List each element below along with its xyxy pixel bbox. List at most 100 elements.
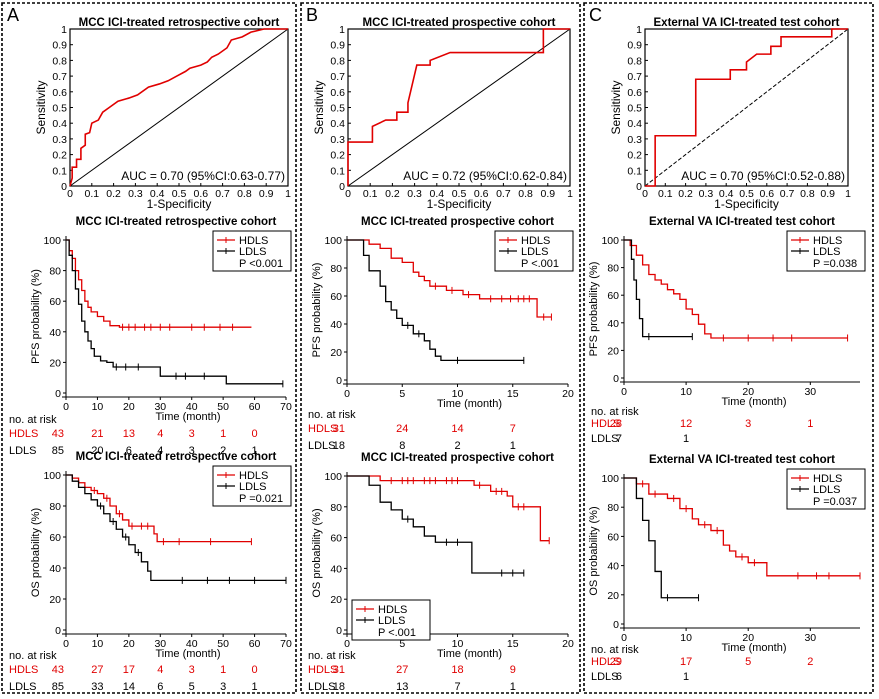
y-tick-label: 0.9 (52, 40, 67, 52)
y-tick-label: 20 (49, 357, 61, 369)
survival-curve-ldls (66, 239, 283, 385)
risk-count: 85 (52, 681, 64, 693)
x-tick-label: 40 (186, 638, 198, 650)
survival-curve-ldls (347, 475, 524, 574)
x-tick-label: 20 (562, 388, 574, 400)
x-tick-label: 70 (280, 401, 292, 413)
risk-table-heading: no. at risk (308, 409, 356, 421)
x-axis-label: Time (month) (722, 396, 787, 408)
x-tick-label: 30 (154, 401, 166, 413)
risk-count: 1 (510, 681, 516, 693)
x-tick-label: 0 (344, 388, 350, 400)
os-km-chart: 0 5 10 15 20 0 20 40 60 80 100 MCC ICI-treated pros… (308, 452, 574, 693)
chart-title: MCC ICI-treated prospective cohort (361, 216, 554, 228)
y-tick-label: 0.9 (627, 40, 642, 52)
x-tick-label: 5 (399, 638, 405, 650)
x-tick-label: 1 (845, 188, 851, 200)
x-tick-label: 60 (249, 401, 261, 413)
survival-curve-hdls (347, 239, 552, 318)
x-tick-label: 0.5 (172, 188, 187, 200)
legend-label: HDLS (813, 473, 842, 485)
chart-title: External VA ICI-treated test cohort (649, 216, 835, 228)
risk-count: 14 (451, 423, 463, 435)
x-tick-label: 10 (92, 401, 104, 413)
survival-curve-hdls (624, 239, 848, 339)
legend-label: LDLS (239, 481, 267, 493)
p-value: P =0.021 (239, 493, 283, 505)
diagonal-reference-line (69, 28, 289, 187)
y-tick-label: 20 (330, 347, 342, 359)
chart-title: MCC ICI-treated retrospective cohort (76, 451, 277, 463)
y-tick-label: 0.4 (52, 118, 67, 130)
y-tick-label: 80 (607, 263, 619, 275)
risk-count: 3 (189, 664, 195, 676)
y-tick-label: 0.6 (330, 87, 345, 99)
risk-count: 5 (745, 656, 751, 668)
x-tick-label: 0.1 (84, 188, 99, 200)
risk-count: 3 (189, 445, 195, 457)
x-tick-label: 15 (507, 388, 519, 400)
risk-count: 1 (220, 664, 226, 676)
risk-count: 12 (680, 418, 692, 430)
risk-count: 18 (451, 664, 463, 676)
chart-title: MCC ICI-treated prospective cohort (363, 17, 556, 29)
y-tick-label: 80 (330, 263, 342, 275)
risk-count: 6 (157, 681, 163, 693)
roc-chart: 0 0.1 0.2 0.3 0.4 0.5 0.6 0.7 0.8 0.9 100.10.20.30… (312, 17, 573, 211)
risk-count: 0 (252, 428, 258, 440)
risk-row-label: HDLS (9, 428, 38, 440)
y-tick-label: 0.1 (330, 165, 345, 177)
y-tick-label: 1 (339, 24, 345, 36)
y-tick-label: 80 (330, 502, 342, 514)
risk-count: 31 (333, 423, 345, 435)
risk-row-label: LDLS (9, 681, 37, 693)
risk-count: 2 (220, 445, 226, 457)
risk-count: 1 (683, 671, 689, 683)
risk-count: 31 (333, 664, 345, 676)
panel-frame-c (583, 2, 874, 694)
y-tick-label: 40 (607, 318, 619, 330)
legend-label: HDLS (239, 235, 268, 247)
x-axis-label: 1-Specificity (714, 197, 779, 211)
legend-label: LDLS (813, 484, 841, 496)
risk-count: 7 (616, 433, 622, 445)
x-axis-label: Time (month) (156, 648, 221, 660)
x-tick-label: 30 (154, 638, 166, 650)
y-tick-label: 40 (49, 327, 61, 339)
x-axis-label: 1-Specificity (427, 197, 492, 211)
y-tick-label: 100 (601, 235, 619, 247)
x-tick-label: 20 (123, 401, 135, 413)
x-tick-label: 10 (680, 632, 692, 644)
y-tick-label: 0.9 (330, 40, 345, 52)
risk-count: 17 (680, 656, 692, 668)
x-tick-label: 0.7 (780, 188, 795, 200)
risk-count: 20 (91, 445, 103, 457)
x-tick-label: 0.3 (407, 188, 422, 200)
x-tick-label: 20 (742, 386, 754, 398)
risk-row-label: LDLS (308, 681, 336, 693)
risk-count: 13 (396, 681, 408, 693)
risk-row-label: HDLS (591, 418, 620, 430)
y-axis-label: OS probability (%) (30, 508, 42, 597)
legend-label: LDLS (813, 246, 841, 258)
x-tick-label: 40 (186, 401, 198, 413)
x-axis-label: Time (month) (437, 398, 502, 410)
risk-count: 17 (123, 664, 135, 676)
y-tick-label: 0 (336, 625, 342, 637)
risk-count: 5 (189, 681, 195, 693)
x-tick-label: 0 (63, 401, 69, 413)
x-tick-label: 1 (285, 188, 291, 200)
risk-row-label: LDLS (591, 671, 619, 683)
pfs-km-chart: 0 5 10 15 20 0 20 40 60 80 100 MCC ICI-treated pros… (308, 216, 574, 452)
p-value: P <.001 (521, 258, 559, 270)
os-km-chart: 0 10 20 30 0 20 40 60 80 100 External VA ICI-treat… (588, 454, 866, 683)
y-tick-label: 0 (61, 181, 67, 193)
legend-label: LDLS (378, 615, 406, 627)
y-tick-label: 60 (330, 291, 342, 303)
legend-label: HDLS (239, 470, 268, 482)
x-tick-label: 0.2 (678, 188, 693, 200)
diagonal-reference-line (347, 28, 571, 187)
y-tick-label: 0.5 (627, 103, 642, 115)
roc-chart: 0 0.1 0.2 0.3 0.4 0.5 0.6 0.7 0.8 0.9 100.10.20.30… (609, 17, 851, 211)
y-tick-label: 0 (636, 181, 642, 193)
